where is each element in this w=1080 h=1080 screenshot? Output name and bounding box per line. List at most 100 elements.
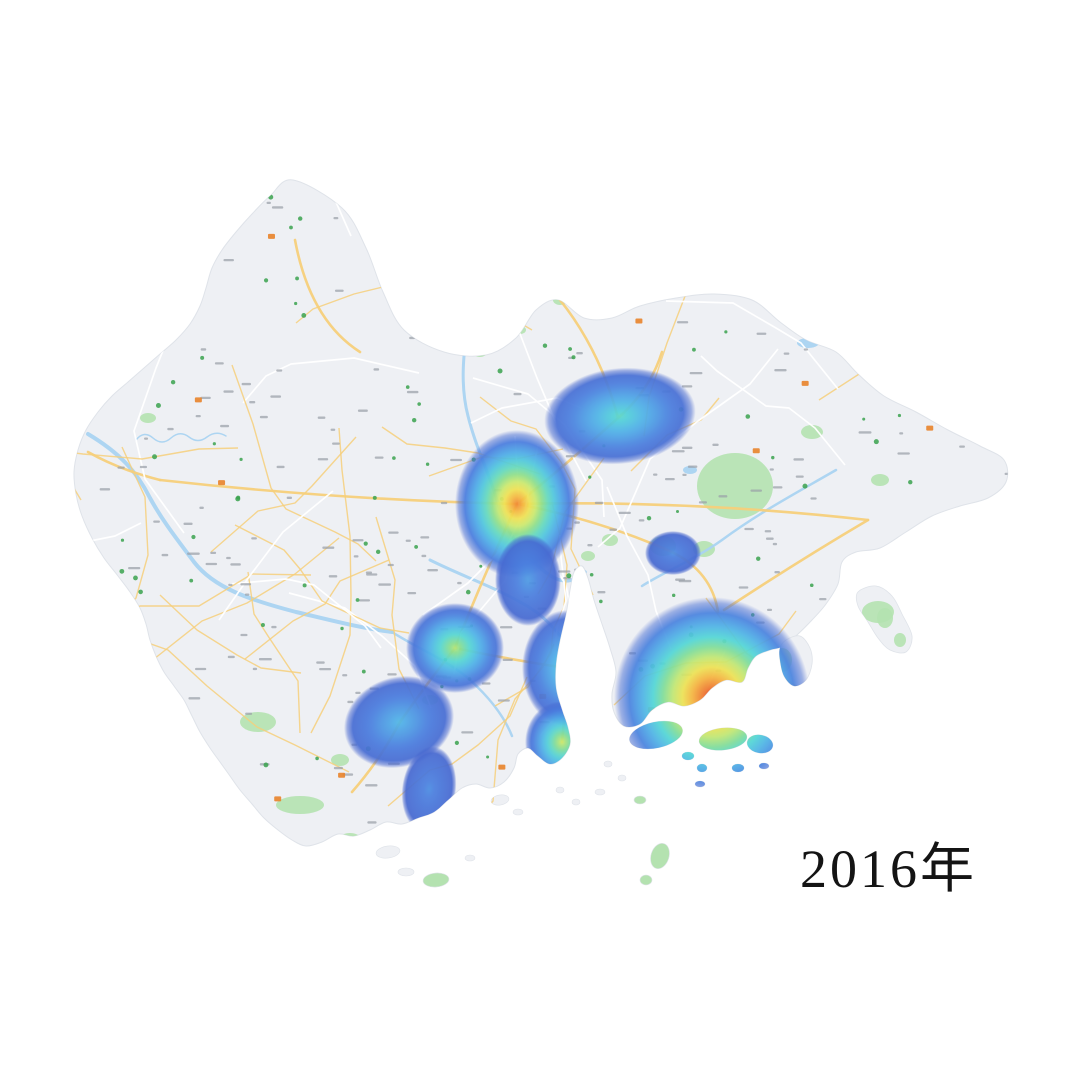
map-label-mark [772, 486, 783, 489]
tree-icon [724, 330, 728, 334]
map-label-mark [188, 697, 201, 700]
tree-icon [375, 549, 381, 555]
road-line [597, 348, 779, 548]
map-label-mark [718, 495, 728, 498]
tree-icon [295, 276, 299, 281]
map-label-mark [858, 431, 872, 434]
map-label-mark [406, 390, 419, 394]
tree-icon [671, 593, 676, 598]
tree-icon [405, 385, 410, 389]
map-label-mark [502, 658, 513, 662]
map-label-mark [245, 712, 253, 715]
map-label-mark [199, 506, 204, 509]
heat-blob-jiangmen-area [343, 675, 455, 769]
map-label-mark [618, 511, 631, 515]
map-label-mark [317, 416, 326, 419]
map-label-mark [328, 575, 338, 578]
map-label-mark [783, 352, 790, 355]
island [633, 795, 647, 805]
map-label-mark [738, 586, 749, 589]
map-label-mark [500, 626, 513, 629]
map-label-mark [227, 655, 235, 659]
map-label-mark [276, 369, 283, 372]
map-label-mark [374, 456, 384, 459]
road-line [247, 571, 301, 734]
map-label-mark [594, 501, 604, 504]
island [650, 843, 670, 869]
tree-icon [465, 589, 471, 595]
map-label-mark [286, 496, 292, 499]
tree-icon [676, 510, 680, 514]
map-label-mark [653, 473, 658, 476]
tree-icon [363, 541, 368, 546]
tree-icon [302, 583, 307, 588]
map-label-mark [405, 539, 411, 542]
map-label-mark [769, 468, 774, 471]
tree-icon [355, 598, 360, 602]
map-label-mark [187, 552, 200, 555]
map-label-mark [461, 731, 474, 734]
map-label-mark [226, 556, 231, 560]
map-label-mark [271, 625, 277, 629]
tree-icon [599, 599, 603, 604]
heat-blob-guangzhou-core [455, 430, 579, 578]
map-label-mark [244, 593, 250, 596]
island [375, 845, 401, 859]
tree-icon [862, 417, 866, 421]
tree-icon [568, 347, 572, 351]
tree-icon [268, 194, 274, 200]
map-label-mark [223, 258, 234, 262]
tree-icon [809, 583, 814, 588]
tree-icon [294, 301, 298, 306]
map-label-mark [689, 372, 703, 375]
tree-icon [802, 483, 808, 489]
tree-icon [235, 496, 241, 502]
island [617, 774, 627, 782]
road-line [159, 594, 302, 674]
map-label-mark [388, 531, 399, 534]
tree-icon [392, 456, 396, 460]
lake [683, 466, 697, 474]
park-area [240, 712, 276, 732]
park-area [871, 474, 889, 486]
island [464, 854, 476, 862]
tree-icon [263, 762, 269, 768]
park-area [581, 551, 595, 561]
tree-icon [571, 355, 576, 360]
tree-icon [120, 538, 125, 542]
map-label-mark [334, 289, 344, 292]
map-label-mark [200, 396, 211, 400]
island [397, 867, 415, 877]
heatmap-layer [343, 367, 810, 832]
tree-icon [454, 740, 459, 746]
road-shield-icon [752, 448, 760, 454]
map-label-mark [347, 700, 354, 704]
map-label-mark [333, 216, 339, 220]
tree-icon [200, 355, 205, 360]
year-label: 2016年 [800, 839, 977, 899]
map-label-mark [810, 497, 817, 500]
map-label-mark [167, 427, 174, 431]
heat-blob-north-area [544, 367, 696, 465]
tree-icon [542, 343, 548, 348]
road-shield-icon [267, 233, 275, 239]
map-label-mark [687, 465, 698, 468]
map-label-mark [333, 766, 343, 770]
tree-icon [646, 515, 652, 521]
tree-icon [771, 455, 775, 460]
map-label-mark [609, 528, 618, 531]
island [490, 794, 510, 806]
map-label-mark [497, 699, 510, 702]
map-label-mark [366, 573, 378, 576]
tree-icon [289, 225, 293, 230]
map-label-mark [228, 583, 233, 587]
tree-icon [873, 439, 879, 445]
tree-icon [692, 347, 696, 352]
map-label-mark [365, 784, 378, 787]
road-shield-icon [218, 480, 226, 486]
map-label-mark [316, 661, 325, 664]
island [555, 786, 565, 794]
tree-icon [745, 414, 751, 419]
tree-icon [155, 403, 161, 409]
